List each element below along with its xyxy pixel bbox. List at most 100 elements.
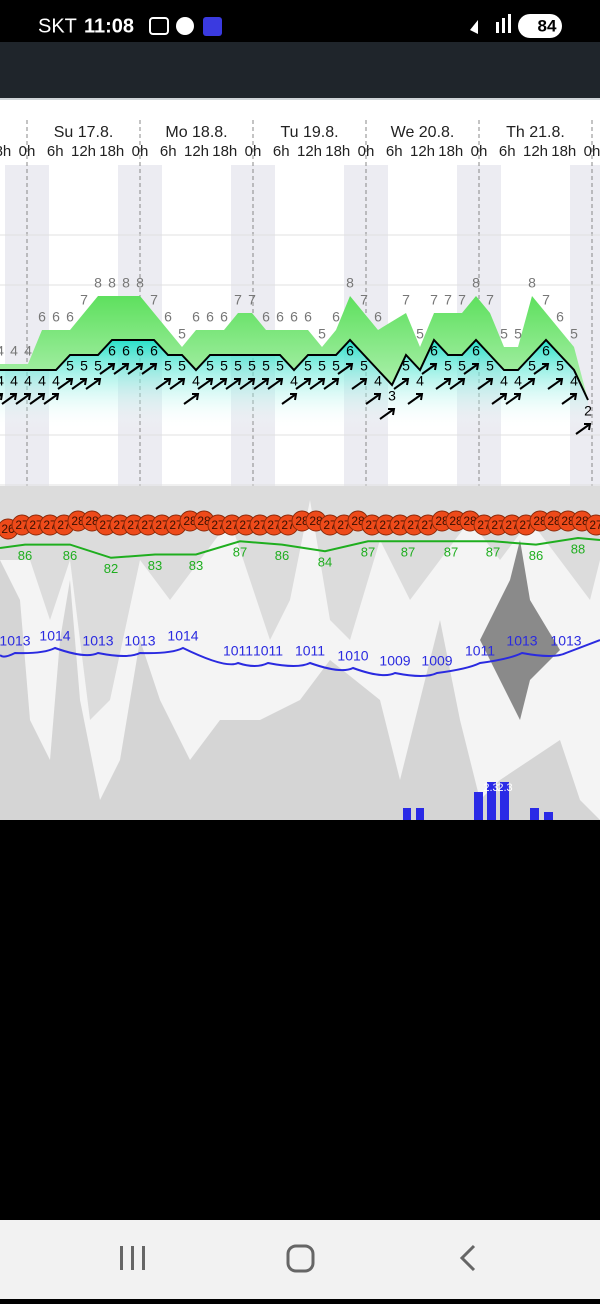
day-label: Tu 19.8.	[280, 124, 338, 141]
wind-arrow	[29, 393, 46, 405]
wind-arrow	[169, 378, 186, 390]
wind-speed: 2	[584, 403, 592, 419]
home-button[interactable]	[286, 1244, 315, 1273]
wind-gust: 6	[52, 309, 60, 325]
wind-gust: 4	[0, 343, 4, 359]
wind-speed: 4	[374, 373, 382, 389]
temperature-label: 28	[561, 514, 575, 528]
wind-arrow	[463, 363, 480, 375]
cloud-cover	[0, 486, 600, 720]
hour-label: 6h	[273, 143, 290, 160]
temperature-label: 28	[183, 514, 197, 528]
humidity-label: 83	[148, 558, 162, 573]
hour-label: 12h	[410, 143, 435, 160]
wind-speed: 4	[0, 373, 4, 389]
wind-gust: 6	[304, 309, 312, 325]
wind-arrow	[267, 378, 284, 390]
wind-arrow	[85, 378, 102, 390]
app-bar	[0, 42, 600, 98]
mute-icon	[470, 20, 478, 34]
wind-speed: 5	[304, 358, 312, 374]
mean-wind-line	[0, 338, 589, 401]
wind-speed: 5	[164, 358, 172, 374]
wind-gust: 6	[276, 309, 284, 325]
wind-speed: 5	[234, 358, 242, 374]
status-icon	[203, 17, 222, 36]
wind-speed: 5	[276, 358, 284, 374]
wind-arrow	[71, 378, 88, 390]
wind-speed: 4	[24, 373, 32, 389]
wind-arrow	[15, 393, 32, 405]
wind-gust: 8	[94, 275, 102, 291]
wind-gust: 6	[206, 309, 214, 325]
wind-speed: 4	[192, 373, 200, 389]
wind-speed: 5	[360, 358, 368, 374]
gust-area	[0, 296, 588, 400]
humidity-label: 87	[444, 545, 458, 560]
wind-gust: 6	[220, 309, 228, 325]
humidity-label: 88	[571, 541, 585, 556]
recents-button[interactable]	[120, 1246, 145, 1270]
temperature-label: 28	[533, 514, 547, 528]
wind-gust: 7	[444, 292, 452, 308]
temperature-label: 28	[295, 514, 309, 528]
temperature-label: 27	[141, 518, 155, 532]
temperature-label: 27	[43, 518, 57, 532]
wind-gust: 8	[472, 275, 480, 291]
wind-speed: 4	[290, 373, 298, 389]
wind-arrow	[183, 393, 200, 405]
pressure-label: 1013	[124, 633, 155, 649]
wind-speed: 5	[318, 358, 326, 374]
status-icon	[149, 17, 169, 35]
hour-label: 12h	[184, 143, 209, 160]
pressure-label: 1013	[506, 633, 537, 649]
wind-speed: 5	[248, 358, 256, 374]
wind-arrow	[57, 378, 74, 390]
humidity-label: 87	[486, 545, 500, 560]
wind-arrow	[533, 363, 550, 375]
wind-gust: 7	[486, 292, 494, 308]
status-icon	[176, 17, 194, 35]
temperature-label: 27	[253, 518, 267, 532]
signal-icon	[496, 22, 499, 33]
wind-gust: 8	[108, 275, 116, 291]
wind-arrow	[505, 393, 522, 405]
temperature-label: 27	[29, 518, 43, 532]
temperature-label: 28	[449, 514, 463, 528]
wind-gust: 7	[430, 292, 438, 308]
wind-arrow	[407, 393, 424, 405]
temperature-label: 27	[407, 518, 421, 532]
humidity-label: 83	[189, 558, 203, 573]
precip-bar	[416, 808, 424, 820]
wind-speed: 3	[388, 388, 396, 404]
wind-arrow	[351, 378, 368, 390]
status-bar	[0, 0, 600, 42]
wind-gust: 7	[234, 292, 242, 308]
wind-gust: 4	[10, 343, 18, 359]
wind-speed: 5	[528, 358, 536, 374]
wind-speed: 6	[472, 343, 480, 359]
wind-gust: 6	[192, 309, 200, 325]
wind-speed: 6	[136, 343, 144, 359]
back-button[interactable]	[459, 1244, 476, 1272]
pressure-label: 1011	[223, 643, 253, 659]
wind-gust: 8	[528, 275, 536, 291]
wind-gust: 6	[332, 309, 340, 325]
wind-speed: 5	[332, 358, 340, 374]
precip-bar	[530, 808, 539, 820]
wind-gust: 8	[122, 275, 130, 291]
wind-speed: 6	[430, 343, 438, 359]
wind-arrow	[309, 378, 326, 390]
hour-label: 6h	[47, 143, 64, 160]
wind-arrow	[1, 393, 18, 405]
day-label: Th 21.8.	[506, 124, 565, 141]
precip-bar	[474, 792, 483, 820]
wind-gust: 6	[164, 309, 172, 325]
precip-label: 2.3	[497, 782, 512, 794]
chart-layer: 0h6h12h18h0h6h12h18h0h6h12h18h0h6h12h18h…	[0, 124, 600, 677]
wind-speed: 5	[402, 358, 410, 374]
wind-arrow	[477, 378, 494, 390]
wind-speed: 4	[38, 373, 46, 389]
